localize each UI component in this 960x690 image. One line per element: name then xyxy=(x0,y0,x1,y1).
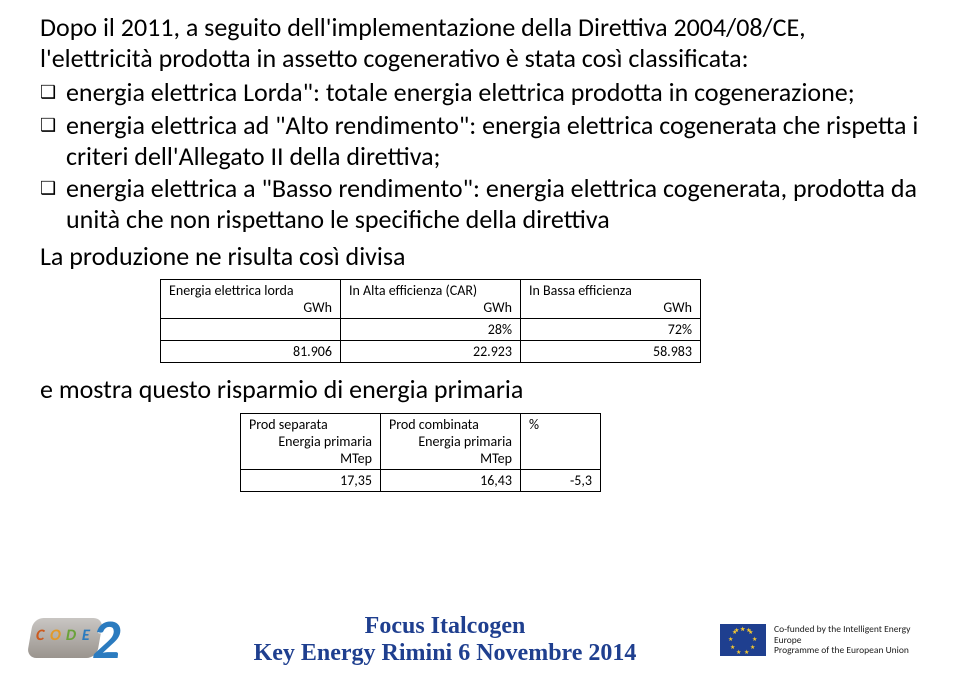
col-unit: GWh xyxy=(349,299,512,316)
col-title: In Bassa efficienza xyxy=(529,282,632,299)
col-sub: Energia primaria xyxy=(389,433,512,450)
intro-line-1: Dopo il 2011, a seguito dell'implementaz… xyxy=(40,12,920,43)
col-header: In Alta efficienza (CAR) GWh xyxy=(341,280,521,319)
eu-text: Co-funded by the Intelligent Energy Euro… xyxy=(774,624,930,657)
table-row: Energia elettrica lorda GWh In Alta effi… xyxy=(161,280,701,319)
col-header: Prod combinata Energia primaria MTep xyxy=(381,414,521,470)
col-title: Prod separata xyxy=(249,416,328,433)
bullet-icon: ❑ xyxy=(40,173,66,203)
cell: -5,3 xyxy=(521,470,601,492)
eu-text-line2: Programme of the European Union xyxy=(774,645,930,656)
col-title: In Alta efficienza (CAR) xyxy=(349,282,477,299)
footer-title: Focus Italcogen xyxy=(170,613,720,640)
table-savings-wrap: Prod separata Energia primaria MTep Prod… xyxy=(240,413,920,492)
code2-logo: C O D E 2 xyxy=(30,610,170,670)
bullet-item: ❑ energia elettrica ad "Alto rendimento"… xyxy=(40,110,920,171)
bullet-list: ❑ energia elettrica Lorda": totale energ… xyxy=(40,77,920,234)
col-header: In Bassa efficienza GWh xyxy=(521,280,701,319)
col-header: Prod separata Energia primaria MTep xyxy=(241,414,381,470)
col-title: Energia elettrica lorda xyxy=(169,282,294,299)
col-unit: GWh xyxy=(169,299,332,316)
slide-content: Dopo il 2011, a seguito dell'implementaz… xyxy=(0,0,960,492)
footer-center: Focus Italcogen Key Energy Rimini 6 Nove… xyxy=(170,613,720,667)
eu-text-line1: Co-funded by the Intelligent Energy Euro… xyxy=(774,624,930,646)
intro-line-2: l'elettricità prodotta in assetto cogene… xyxy=(40,43,920,74)
slide-footer: C O D E 2 Focus Italcogen Key Energy Rim… xyxy=(0,600,960,680)
bullet-text: energia elettrica a "Basso rendimento": … xyxy=(66,173,920,234)
cell: 22.923 xyxy=(341,341,521,363)
cell: 58.983 xyxy=(521,341,701,363)
bullet-icon: ❑ xyxy=(40,77,66,107)
bullet-icon: ❑ xyxy=(40,110,66,140)
cell: 28% xyxy=(341,319,521,341)
table-production: Energia elettrica lorda GWh In Alta effi… xyxy=(160,279,701,363)
footer-subtitle: Key Energy Rimini 6 Novembre 2014 xyxy=(170,640,720,667)
col-sub: Energia primaria xyxy=(249,433,372,450)
bullet-text: energia elettrica Lorda": totale energia… xyxy=(66,77,855,108)
table-savings: Prod separata Energia primaria MTep Prod… xyxy=(240,413,601,492)
table-production-wrap: Energia elettrica lorda GWh In Alta effi… xyxy=(160,279,920,363)
table-row: 17,35 16,43 -5,3 xyxy=(241,470,601,492)
bullet-item: ❑ energia elettrica a "Basso rendimento"… xyxy=(40,173,920,234)
col-unit: MTep xyxy=(389,450,512,467)
col-title: % xyxy=(529,416,539,433)
eu-cofunded: ★ ★ ★ ★ ★ ★ ★ ★ ★ ★ ★ ★ Co-funded by the… xyxy=(720,624,930,657)
eu-flag-icon: ★ ★ ★ ★ ★ ★ ★ ★ ★ ★ ★ ★ xyxy=(720,624,766,656)
production-line: La produzione ne risulta così divisa xyxy=(40,241,920,272)
bullet-text: energia elettrica ad "Alto rendimento": … xyxy=(66,110,920,171)
cell: 81.906 xyxy=(161,341,341,363)
bullet-item: ❑ energia elettrica Lorda": totale energ… xyxy=(40,77,920,108)
col-title: Prod combinata xyxy=(389,416,479,433)
logo-digit-2: 2 xyxy=(92,606,120,674)
cell: 17,35 xyxy=(241,470,381,492)
cell: 16,43 xyxy=(381,470,521,492)
cell: 72% xyxy=(521,319,701,341)
col-header: % xyxy=(521,414,601,470)
table-row: 81.906 22.923 58.983 xyxy=(161,341,701,363)
savings-line: e mostra questo risparmio di energia pri… xyxy=(40,373,920,405)
col-unit: MTep xyxy=(249,450,372,467)
table-row: Prod separata Energia primaria MTep Prod… xyxy=(241,414,601,470)
table-row: 28% 72% xyxy=(161,319,701,341)
col-header: Energia elettrica lorda GWh xyxy=(161,280,341,319)
col-unit: GWh xyxy=(529,299,692,316)
cell xyxy=(161,319,341,341)
